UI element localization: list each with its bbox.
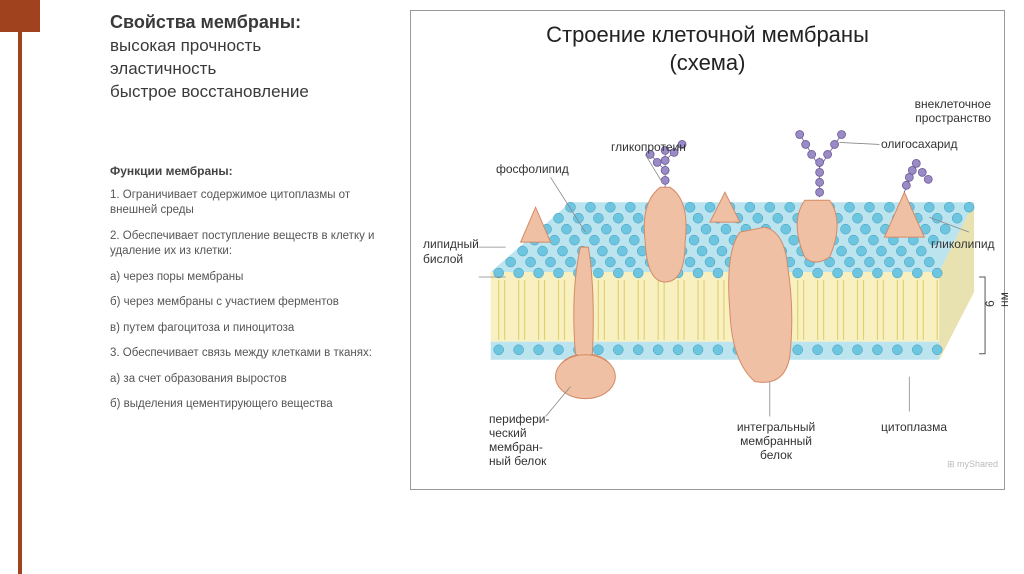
label-integral-3: белок bbox=[721, 448, 831, 462]
oligosaccharide bbox=[796, 130, 846, 197]
label-extracellular: внеклеточное пространство bbox=[881, 97, 991, 126]
diagram-frame: Строение клеточной мембраны (схема) bbox=[410, 10, 1005, 490]
accent-corner bbox=[0, 0, 40, 32]
function-item: 3. Обеспечивает связь между клетками в т… bbox=[110, 346, 400, 362]
left-text-panel: Свойства мембраны: высокая прочность эла… bbox=[110, 12, 400, 423]
label-peripheral-3: мембран- bbox=[489, 440, 543, 454]
label-cytoplasm: цитоплазма bbox=[881, 420, 947, 434]
function-item: 1. Ограничивает содержимое цитоплазмы от… bbox=[110, 188, 400, 219]
diagram-area: фосфолипид гликопротеин внеклеточное про… bbox=[411, 82, 1004, 472]
glycolipid-sugar bbox=[902, 159, 932, 192]
functions-block: Функции мембраны: 1. Ограничивает содерж… bbox=[110, 164, 400, 413]
diagram-title-line2: (схема) bbox=[669, 50, 745, 75]
label-thickness: 6 нм bbox=[983, 286, 1012, 307]
function-item: 2. Обеспечивает поступление веществ в кл… bbox=[110, 229, 400, 260]
property-item: быстрое восстановление bbox=[110, 81, 400, 104]
label-glycoprotein: гликопротеин bbox=[611, 140, 686, 154]
function-item: б) выделения цементирующего вещества bbox=[110, 397, 400, 413]
property-item: эластичность bbox=[110, 58, 400, 81]
label-peripheral-1: перифери- bbox=[489, 412, 549, 426]
label-peripheral-2: ческий bbox=[489, 426, 527, 440]
label-integral-1: интегральный bbox=[721, 420, 831, 434]
label-phospholipid: фосфолипид bbox=[496, 162, 569, 176]
function-item: в) путем фагоцитоза и пиноцитоза bbox=[110, 321, 400, 337]
diagram-title: Строение клеточной мембраны (схема) bbox=[411, 11, 1004, 82]
functions-title: Функции мембраны: bbox=[110, 164, 400, 178]
bottom-heads bbox=[494, 345, 942, 355]
function-item: а) за счет образования выростов bbox=[110, 372, 400, 388]
label-glycolipid: гликолипид bbox=[931, 237, 995, 251]
integral-protein-mid bbox=[797, 200, 837, 262]
accent-bar bbox=[0, 0, 40, 574]
watermark: ⊞ myShared bbox=[947, 459, 998, 470]
function-item: б) через мембраны с участием ферментов bbox=[110, 295, 400, 311]
label-integral-2: мембранный bbox=[721, 434, 831, 448]
label-peripheral-4: ный белок bbox=[489, 454, 546, 468]
label-lipid-bilayer-2: бислой bbox=[423, 252, 463, 266]
diagram-title-line1: Строение клеточной мембраны bbox=[546, 22, 869, 47]
label-oligosaccharide: олигосахарид bbox=[881, 137, 958, 151]
properties-title: Свойства мембраны: bbox=[110, 12, 400, 33]
peripheral-blob bbox=[556, 355, 616, 399]
function-item: а) через поры мембраны bbox=[110, 270, 400, 286]
label-lipid-bilayer-1: липидный bbox=[423, 237, 479, 251]
accent-vertical-line bbox=[18, 32, 22, 574]
glycoprotein bbox=[644, 187, 686, 282]
property-item: высокая прочность bbox=[110, 35, 400, 58]
